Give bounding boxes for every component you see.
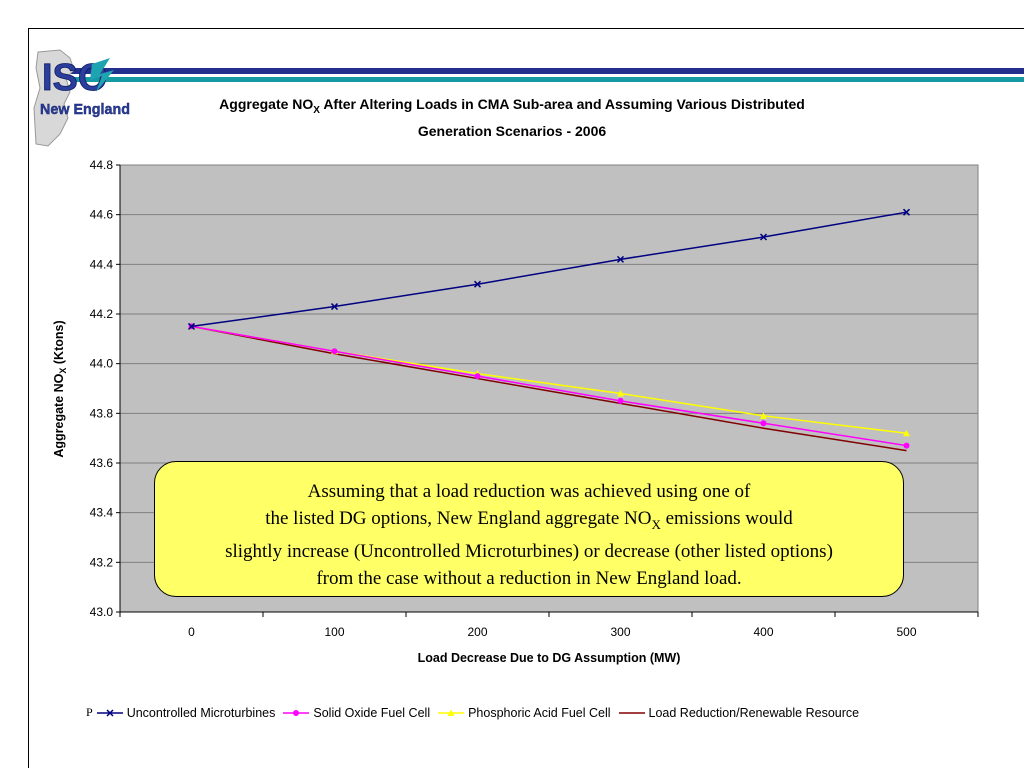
callout-line-3: slightly increase (Uncontrolled Microtur… — [225, 540, 833, 562]
chart-title-text: Aggregate NO — [219, 96, 314, 112]
chart-legend: P Uncontrolled Microturbines Solid Oxide … — [86, 705, 966, 720]
legend-item: Load Reduction/Renewable Resource — [618, 705, 860, 720]
legend-label: Uncontrolled Microturbines — [126, 705, 276, 720]
x-tick-label: 100 — [324, 625, 344, 639]
x-tick-label: 500 — [896, 625, 916, 639]
data-point — [330, 303, 339, 311]
data-point — [474, 373, 481, 380]
callout-line-2: the listed DG options, New England aggre… — [265, 508, 793, 532]
data-point — [473, 280, 482, 288]
data-point — [187, 322, 196, 330]
series-line — [191, 325, 907, 452]
y-tick-label: 43.8 — [90, 406, 114, 420]
y-tick-label: 43.4 — [90, 506, 114, 520]
chart-title-subscript: X — [313, 104, 320, 116]
legend-item: Phosphoric Acid Fuel Cell — [438, 705, 611, 720]
legend-label: Load Reduction/Renewable Resource — [648, 705, 860, 720]
chart-title-text-cont: After Altering Loads in CMA Sub-area and… — [319, 96, 805, 112]
x-tick-label: 300 — [610, 625, 630, 639]
y-tick-label: 43.0 — [90, 605, 114, 619]
data-point — [616, 255, 625, 263]
y-axis-label-text-cont: (Ktons) — [52, 320, 66, 367]
data-point — [903, 429, 910, 437]
y-tick-label: 44.8 — [90, 158, 114, 172]
x-tick-label: 400 — [753, 625, 773, 639]
legend-item: Solid Oxide Fuel Cell — [283, 706, 430, 720]
legend-swatch — [283, 709, 310, 716]
chart-title: Aggregate NOX After Altering Loads in CM… — [140, 94, 884, 142]
data-point — [903, 442, 910, 449]
data-point — [331, 348, 338, 355]
legend-swatch — [96, 708, 123, 717]
legend-swatch — [438, 709, 465, 716]
callout-line-4: from the case without a reduction in New… — [316, 567, 742, 589]
data-point — [617, 389, 624, 397]
chart-title-line2: Generation Scenarios - 2006 — [417, 122, 607, 139]
data-point — [760, 412, 767, 419]
data-point — [902, 208, 911, 216]
callout-box: Assuming that a load reduction was achie… — [154, 461, 904, 597]
data-point — [617, 397, 624, 404]
slide-frame — [28, 28, 1024, 768]
legend-label: Solid Oxide Fuel Cell — [313, 705, 431, 720]
y-axis-label-text: Aggregate NO — [52, 373, 66, 457]
legend-swatch — [618, 711, 645, 714]
x-tick-label: 0 — [188, 625, 195, 639]
header-band-navy — [70, 68, 1024, 74]
series-line — [191, 325, 907, 447]
y-axis-label: Aggregate NOX (Ktons) — [52, 320, 68, 457]
y-axis-label-subscript: X — [58, 368, 68, 374]
y-tick-label: 44.0 — [90, 357, 114, 371]
data-point — [760, 420, 767, 427]
iso-new-england-logo: ISO New England — [33, 49, 130, 147]
y-tick-label: 44.6 — [90, 208, 114, 222]
header-band-teal — [70, 77, 1024, 82]
legend-item: Uncontrolled Microturbines — [96, 705, 276, 720]
x-tick-label: 200 — [467, 625, 487, 639]
callout-line-1: Assuming that a load reduction was achie… — [307, 481, 751, 502]
legend-label: Phosphoric Acid Fuel Cell — [468, 705, 611, 720]
y-tick-label: 44.2 — [90, 307, 114, 321]
y-tick-label: 43.2 — [90, 555, 114, 569]
logo-new-england-text: New England — [40, 101, 130, 118]
legend-prefix: P — [86, 705, 93, 719]
y-tick-label: 44.4 — [90, 257, 114, 271]
data-point — [759, 233, 768, 241]
series-line — [191, 211, 907, 328]
y-tick-label: 43.6 — [90, 456, 114, 470]
x-axis-label: Load Decrease Due to DG Assumption (MW) — [418, 651, 681, 665]
